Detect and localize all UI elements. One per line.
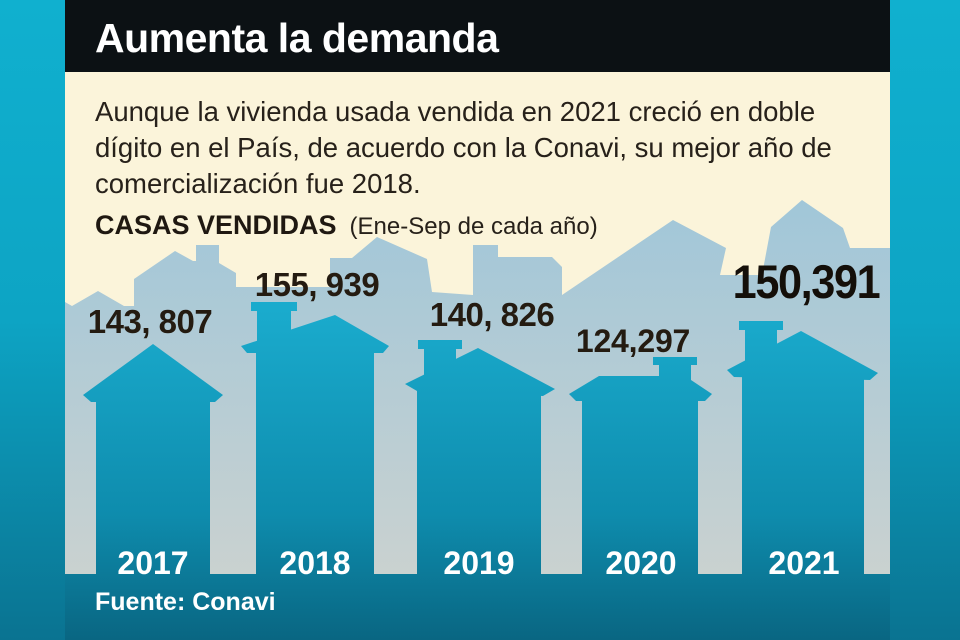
year-label-2021: 2021 — [768, 545, 840, 581]
houses-chart — [65, 200, 890, 640]
footer-band — [65, 574, 890, 640]
value-label-2021-highlight: 150,391 — [732, 255, 881, 308]
intro-line-2: dígito en el País, de acuerdo con la Con… — [95, 132, 832, 163]
header-bar: Aumenta la demanda — [65, 0, 890, 72]
house-2020 — [569, 357, 712, 574]
value-label-2017: 143, 807 — [87, 303, 213, 340]
page-title: Aumenta la demanda — [95, 15, 499, 61]
intro-paragraph: Aunque la vivienda usada vendida en 2021… — [95, 94, 832, 202]
source-credit: Fuente: Conavi — [95, 588, 276, 616]
intro-line-1: Aunque la vivienda usada vendida en 2021… — [95, 96, 816, 127]
value-label-2018: 155, 939 — [254, 266, 380, 303]
chart-subheading: (Ene-Sep de cada año) — [349, 213, 598, 240]
intro-line-3: comercialización fue 2018. — [95, 168, 421, 199]
year-label-2017: 2017 — [117, 545, 189, 581]
value-label-2019: 140, 826 — [429, 296, 555, 333]
chimney-cap-2021 — [739, 321, 783, 330]
chart-heading: CASAS VENDIDAS — [95, 210, 337, 240]
house-2017 — [83, 344, 223, 574]
house-2018 — [241, 302, 389, 574]
chimney-cap-2019 — [418, 340, 462, 349]
chart-heading-row: CASAS VENDIDAS (Ene-Sep de cada año) — [95, 210, 598, 241]
chimney-cap-2018 — [251, 302, 297, 311]
house-2019 — [405, 340, 555, 574]
chimney-cap-2020 — [653, 357, 697, 365]
house-2021 — [727, 321, 878, 574]
value-label-2020: 124,297 — [575, 323, 691, 359]
year-label-2018: 2018 — [279, 545, 351, 581]
year-label-2019: 2019 — [443, 545, 515, 581]
year-label-2020: 2020 — [605, 545, 677, 581]
